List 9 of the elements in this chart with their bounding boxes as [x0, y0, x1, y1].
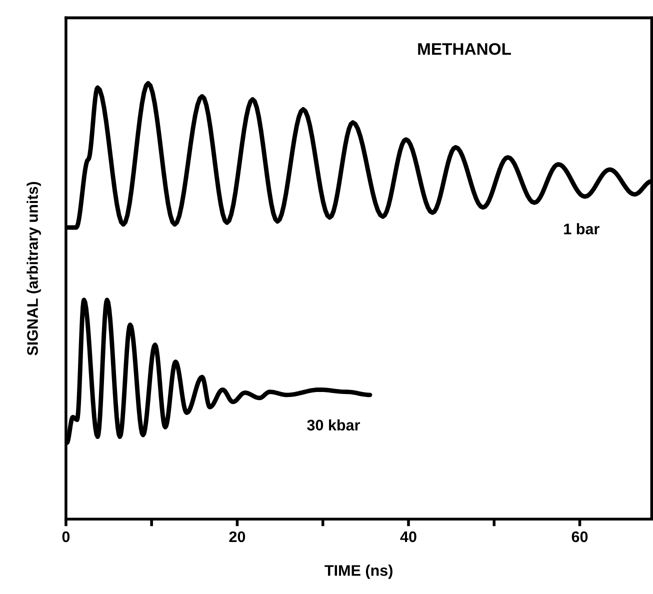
series-label: 30 kbar — [307, 419, 360, 431]
y-axis-title: SIGNAL (arbitrary units) — [26, 182, 41, 356]
x-tick-label: 20 — [229, 531, 246, 542]
x-tick-label: 0 — [62, 531, 70, 542]
chart-title: METHANOL — [418, 43, 511, 55]
x-tick-label: 40 — [400, 531, 416, 542]
series-label: 1 bar — [564, 223, 600, 234]
x-tick-label: 60 — [572, 531, 588, 542]
x-axis-title: TIME (ns) — [324, 564, 392, 579]
